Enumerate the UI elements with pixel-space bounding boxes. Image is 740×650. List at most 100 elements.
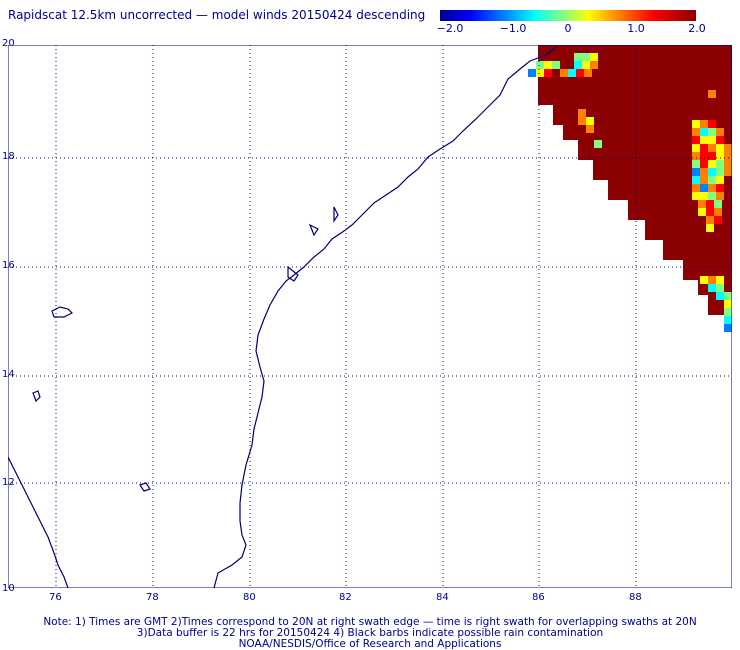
swath-cell bbox=[716, 184, 724, 192]
swath-cell bbox=[716, 136, 724, 144]
swath-cell bbox=[692, 168, 700, 176]
colorbar-tick-label: 1.0 bbox=[627, 22, 645, 35]
footnote-line-3: NOAA/NESDIS/Office of Research and Appli… bbox=[238, 638, 502, 650]
swath-cell bbox=[692, 144, 700, 152]
colorbar-tick-label: −2.0 bbox=[436, 22, 464, 35]
swath-cell bbox=[708, 176, 716, 184]
swath-cell bbox=[692, 136, 700, 144]
swath-cell bbox=[528, 69, 536, 77]
india-east-coast bbox=[213, 46, 557, 588]
swath-cell bbox=[700, 152, 708, 160]
colorbar-tick-label: 0 bbox=[564, 22, 572, 35]
y-tick-label: 18 bbox=[2, 151, 15, 162]
island-4 bbox=[287, 265, 299, 282]
x-tick-label: 82 bbox=[339, 592, 352, 603]
swath-cell bbox=[724, 168, 732, 176]
swath-cell bbox=[586, 117, 594, 125]
swath-cell bbox=[716, 176, 724, 184]
colorbar-tick-label: 2.0 bbox=[688, 22, 706, 35]
swath-cell bbox=[708, 136, 716, 144]
swath-cell bbox=[706, 224, 714, 232]
swath-cell bbox=[544, 69, 552, 77]
swath-cell bbox=[706, 208, 714, 216]
swath-cell bbox=[708, 276, 716, 284]
swath-cell bbox=[708, 284, 716, 292]
swath-cell bbox=[584, 69, 592, 77]
swath-cell bbox=[578, 117, 586, 125]
colorbar bbox=[440, 10, 696, 21]
island-2 bbox=[32, 390, 41, 403]
swath-cell bbox=[700, 192, 708, 200]
x-tick-label: 88 bbox=[629, 592, 642, 603]
swath-cell bbox=[706, 216, 714, 224]
swath-cell bbox=[590, 53, 598, 61]
swath-cell bbox=[724, 152, 732, 160]
wind-swath bbox=[528, 45, 732, 332]
island-3 bbox=[139, 482, 151, 492]
y-tick-label: 16 bbox=[2, 260, 15, 271]
colorbar-tick-label: −1.0 bbox=[499, 22, 527, 35]
swath-cell bbox=[708, 152, 716, 160]
swath-cell bbox=[692, 120, 700, 128]
island-1 bbox=[51, 306, 74, 318]
wind-map bbox=[8, 45, 732, 588]
swath-cell bbox=[708, 160, 716, 168]
swath-cell bbox=[724, 308, 732, 316]
lat-lon-grid bbox=[8, 45, 732, 588]
swath-cell bbox=[724, 160, 732, 168]
swath-cell bbox=[714, 216, 722, 224]
swath-cell bbox=[708, 184, 716, 192]
swath-cell bbox=[716, 160, 724, 168]
swath-cell bbox=[586, 125, 594, 133]
x-tick-label: 80 bbox=[243, 592, 256, 603]
x-tick-label: 84 bbox=[436, 592, 449, 603]
swath-cell bbox=[568, 69, 576, 77]
swath-cell bbox=[706, 200, 714, 208]
swath-cell bbox=[590, 61, 598, 69]
swath-cell bbox=[714, 200, 722, 208]
x-tick-label: 86 bbox=[532, 592, 545, 603]
swath-cell bbox=[698, 208, 706, 216]
x-tick-label: 78 bbox=[146, 592, 159, 603]
y-tick-label: 20 bbox=[2, 38, 15, 49]
swath-cell bbox=[708, 168, 716, 176]
swath-cell bbox=[716, 292, 724, 300]
swath-cell bbox=[698, 200, 706, 208]
swath-cell bbox=[716, 152, 724, 160]
island-6 bbox=[333, 206, 339, 223]
swath-cell bbox=[714, 208, 722, 216]
swath-cell bbox=[700, 176, 708, 184]
sri-lanka-india-south-coast bbox=[8, 456, 69, 588]
swath-cell bbox=[574, 53, 582, 61]
footnote-line-2: 3)Data buffer is 22 hrs for 20150424 4) … bbox=[136, 627, 604, 639]
swath-cell bbox=[700, 128, 708, 136]
swath-cell bbox=[708, 192, 716, 200]
swath-cell bbox=[578, 109, 586, 117]
swath-cell bbox=[700, 276, 708, 284]
swath-cell bbox=[700, 184, 708, 192]
swath-cell bbox=[716, 168, 724, 176]
swath-cell bbox=[544, 61, 552, 69]
swath-cell bbox=[700, 144, 708, 152]
swath-cell bbox=[576, 69, 584, 77]
swath-cell bbox=[536, 69, 544, 77]
swath-cell bbox=[716, 284, 724, 292]
swath-cell bbox=[708, 128, 716, 136]
swath-cell bbox=[724, 324, 732, 332]
swath-cell bbox=[708, 90, 716, 98]
swath-cell bbox=[716, 276, 724, 284]
footnote-line-1: Note: 1) Times are GMT 2)Times correspon… bbox=[43, 616, 697, 628]
coastline bbox=[8, 46, 557, 588]
swath-cell bbox=[692, 128, 700, 136]
swath-cell bbox=[716, 192, 724, 200]
swath-cell bbox=[582, 61, 590, 69]
swath-cell bbox=[574, 61, 582, 69]
swath-cell bbox=[560, 69, 568, 77]
y-tick-label: 12 bbox=[2, 477, 15, 488]
swath-cell bbox=[692, 184, 700, 192]
swath-cell bbox=[724, 316, 732, 324]
y-tick-label: 10 bbox=[2, 583, 15, 594]
swath-cell bbox=[724, 300, 732, 308]
map-title: Rapidscat 12.5km uncorrected — model win… bbox=[8, 8, 426, 22]
swath-cell bbox=[536, 61, 544, 69]
